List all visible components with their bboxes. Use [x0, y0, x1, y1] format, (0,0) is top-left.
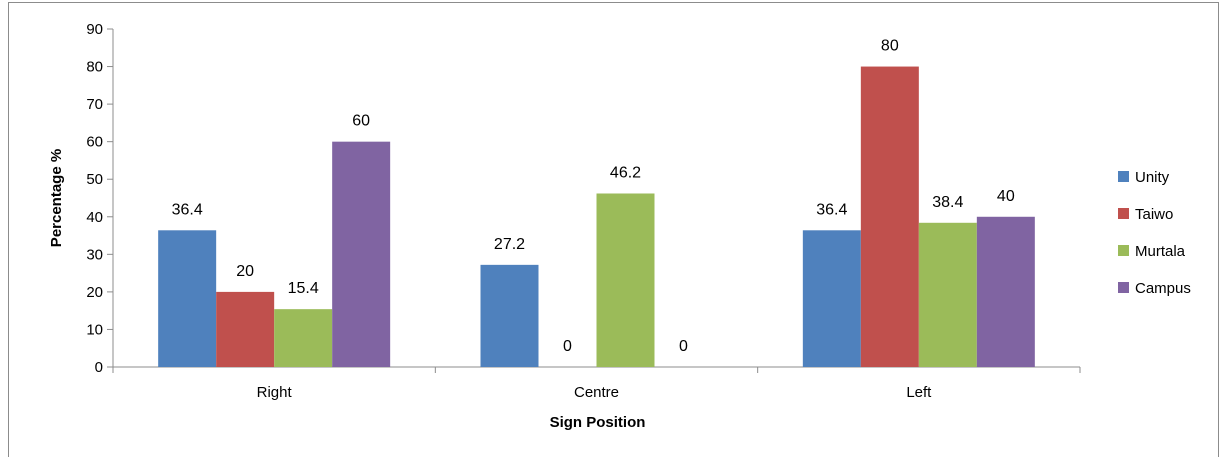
bar-unity-centre [480, 264, 539, 367]
y-tick-label: 70 [86, 96, 103, 113]
legend-label-campus: Campus [1135, 280, 1191, 297]
legend-swatch-campus [1118, 282, 1129, 293]
y-axis-title: Percentage % [48, 149, 65, 247]
data-label: 15.4 [288, 280, 319, 297]
data-label: 80 [881, 38, 899, 55]
data-label: 38.4 [932, 194, 963, 211]
data-label: 46.2 [610, 164, 641, 181]
data-label: 60 [352, 113, 370, 130]
legend-swatch-murtala [1118, 245, 1129, 256]
y-tick-label: 40 [86, 209, 103, 226]
data-label: 40 [997, 188, 1015, 205]
y-tick-label: 60 [86, 134, 103, 151]
data-label: 20 [236, 263, 254, 280]
data-labels: 36.4 20 15.4 60 27.2 0 46.2 0 36.4 80 38.4 40 [172, 38, 1015, 355]
bar-murtala-centre [596, 193, 655, 367]
y-tick-label: 20 [86, 284, 103, 301]
x-tick-label: Right [257, 384, 293, 401]
legend-label-murtala: Murtala [1135, 243, 1186, 260]
y-tick-label: 10 [86, 321, 103, 338]
bar-unity-left [802, 230, 861, 367]
bar-campus-left [976, 216, 1035, 367]
y-tick-label: 80 [86, 59, 103, 76]
x-axis: Right Centre Left [112, 366, 1081, 401]
bar-unity-right [158, 230, 217, 367]
legend-label-unity: Unity [1135, 169, 1170, 186]
legend-swatch-taiwo [1118, 208, 1129, 219]
bar-murtala-left [918, 222, 977, 367]
bar-murtala-right [274, 309, 333, 367]
legend: Unity Taiwo Murtala Campus [1118, 169, 1191, 297]
data-label: 27.2 [494, 236, 525, 253]
data-label: 36.4 [816, 201, 847, 218]
legend-swatch-unity [1118, 171, 1129, 182]
y-tick-label: 90 [86, 21, 103, 38]
bar-taiwo-left [860, 66, 919, 368]
y-tick-label: 30 [86, 246, 103, 263]
bars [158, 66, 1035, 368]
y-tick-label: 50 [86, 171, 103, 188]
y-axis: 0 10 20 30 40 50 60 70 80 90 [86, 21, 114, 376]
data-label: 36.4 [172, 201, 203, 218]
bar-campus-right [332, 141, 391, 367]
x-axis-title: Sign Position [550, 414, 646, 431]
y-tick-label: 0 [95, 359, 103, 376]
bar-taiwo-right [216, 291, 275, 367]
x-tick-label: Centre [574, 384, 619, 401]
data-label: 0 [563, 338, 572, 355]
legend-label-taiwo: Taiwo [1135, 206, 1173, 223]
data-label: 0 [679, 338, 688, 355]
x-tick-label: Left [906, 384, 932, 401]
chart-frame [8, 2, 1219, 457]
